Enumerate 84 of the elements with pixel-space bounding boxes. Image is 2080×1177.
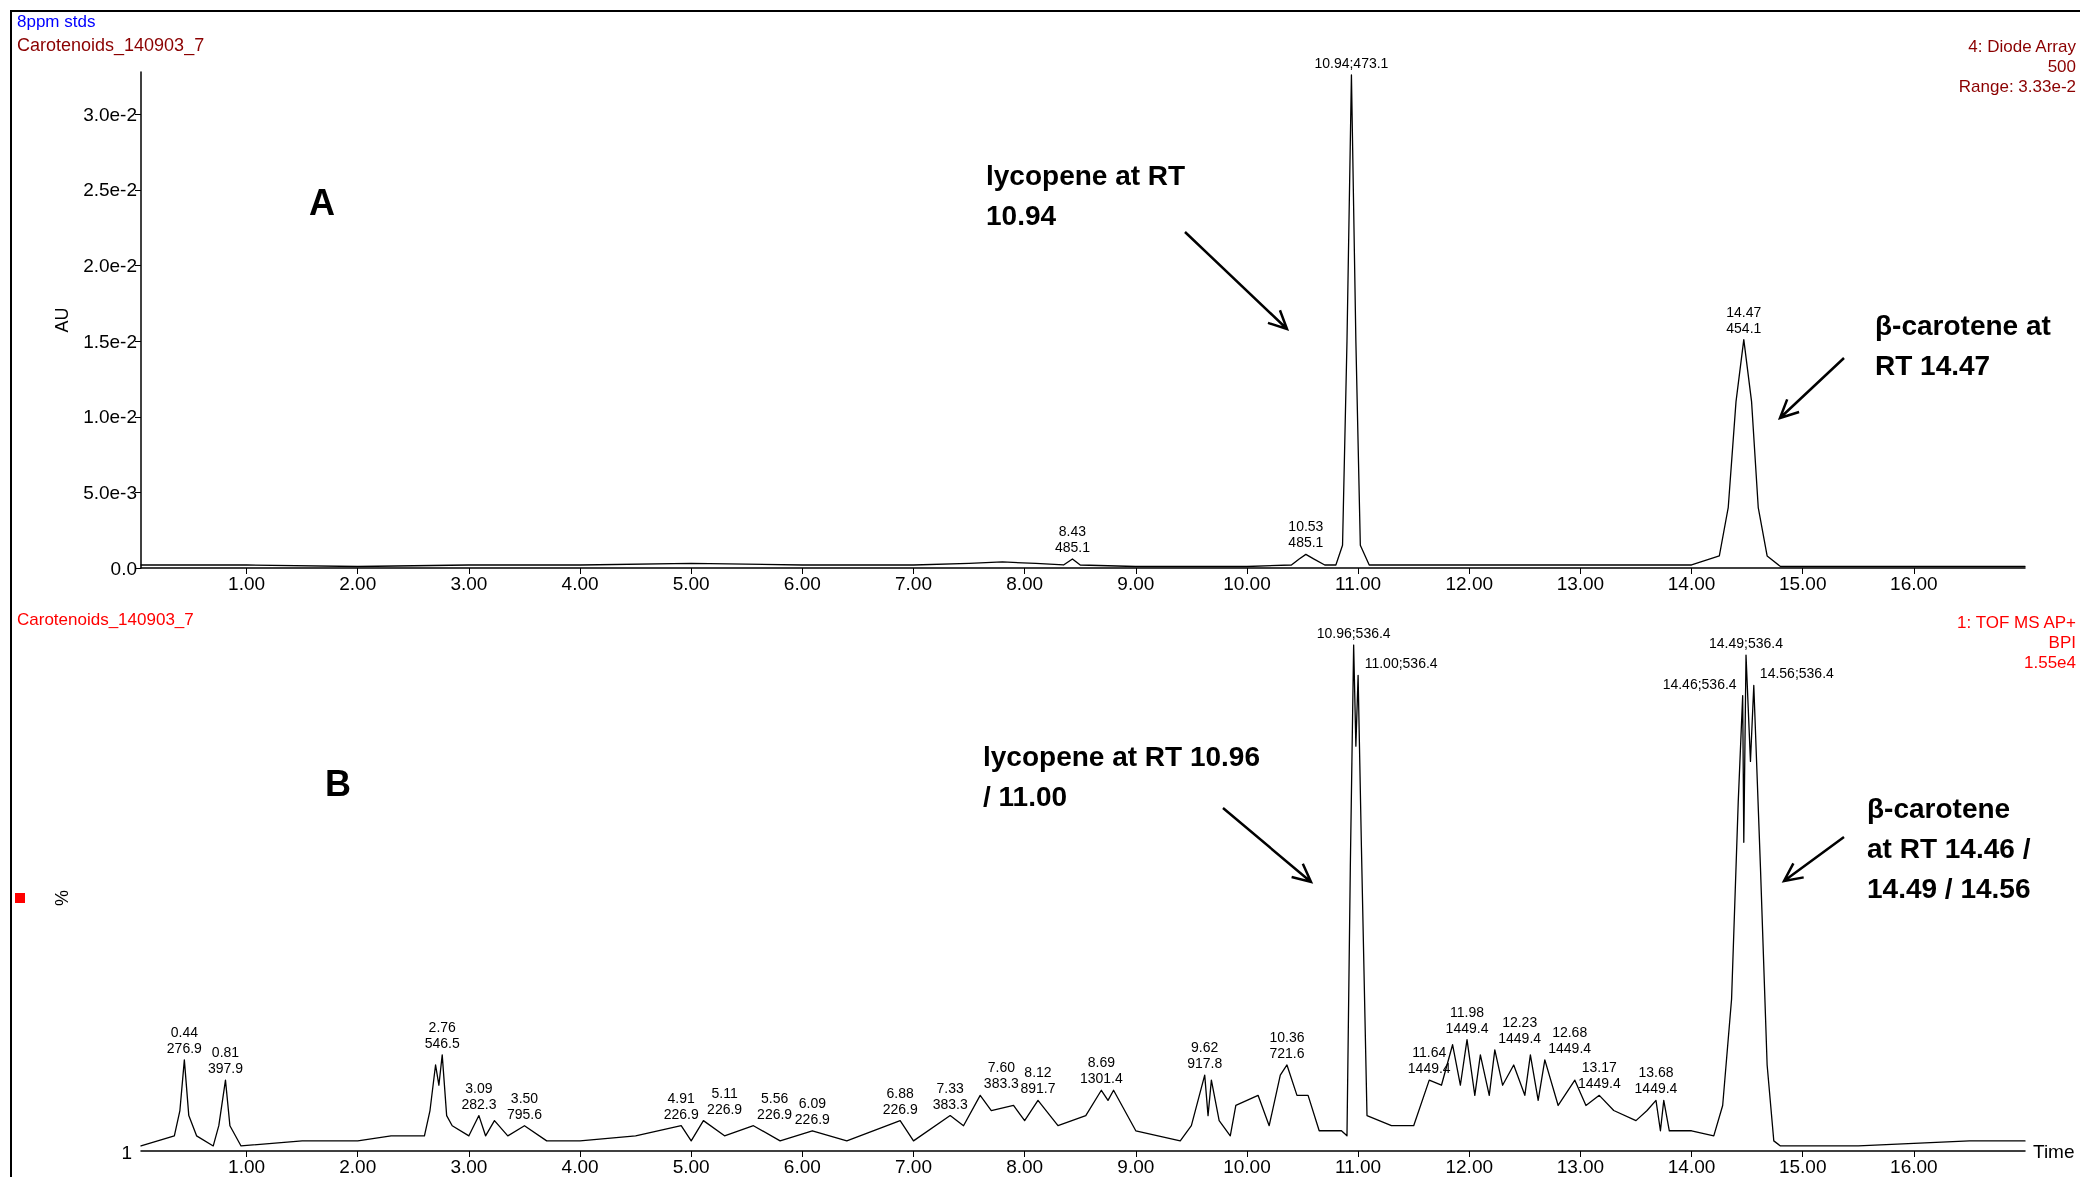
y-tick-label: 1.0e-2	[83, 406, 137, 428]
annotation: 7.60 383.3	[983, 1059, 1020, 1092]
annotation: 8.69 1301.4	[1079, 1054, 1123, 1087]
annotation: 11.98 1449.4	[1445, 1003, 1489, 1036]
annotation: 12.68 1449.4	[1548, 1023, 1592, 1056]
x-tick-label: 4.00	[561, 573, 599, 594]
x-tick-label: 6.00	[783, 573, 821, 594]
y-tick-label: 2.5e-2	[83, 179, 137, 201]
x-tick-label: 10.00	[1223, 1156, 1271, 1177]
x-tick-label: 6.00	[783, 1156, 821, 1177]
x-tick-label: 11.00	[1335, 1156, 1382, 1177]
annotation: A	[309, 181, 335, 223]
annotation: 11.00;536.4	[1364, 655, 1438, 672]
x-tick-label: 12.00	[1445, 573, 1494, 594]
annotation: 14.47 454.1	[1726, 303, 1762, 336]
annotation: 10.36 721.6	[1269, 1028, 1305, 1061]
annotation: 6.88 226.9	[882, 1084, 918, 1117]
annotation: 3.50 795.6	[506, 1089, 543, 1122]
x-tick-label: 11.00	[1335, 573, 1382, 594]
annotation: 7.33 383.3	[932, 1079, 968, 1112]
x-tick-label: 5.00	[672, 573, 710, 594]
chart-title: 8ppm stds	[17, 12, 96, 31]
x-tick-label: 12.00	[1445, 1156, 1494, 1177]
annotation: 13.17 1449.4	[1577, 1059, 1621, 1092]
annotation: β-carotene at RT 14.46 / 14.49 / 14.56	[1867, 792, 2031, 904]
x-tick-label: 14.00	[1667, 1156, 1716, 1177]
x-tick-label: 15.00	[1778, 1156, 1827, 1177]
x-tick-label: 7.00	[895, 573, 932, 594]
annotation: 14.56;536.4	[1759, 665, 1835, 682]
annotation: 6.09 226.9	[794, 1094, 831, 1127]
annotation: 14.46;536.4	[1662, 675, 1737, 692]
x-tick-label: 3.00	[450, 573, 488, 594]
x-tick-label: 4.00	[561, 1156, 599, 1177]
annotation: 12.23 1449.4	[1498, 1013, 1542, 1046]
x-tick-label: 8.00	[1006, 573, 1044, 594]
y-tick-label: 3.0e-2	[83, 103, 137, 125]
x-tick-label: 9.00	[1117, 573, 1155, 594]
y-axis-title: %	[52, 889, 72, 907]
annotation: 10.94;473.1	[1314, 55, 1389, 72]
x-tick-label: 3.00	[450, 1156, 488, 1177]
annotation: 3.09 282.3	[461, 1079, 497, 1112]
annotation: 13.68 1449.4	[1634, 1064, 1678, 1097]
annotation: 5.11 226.9	[707, 1084, 743, 1117]
y-tick-label: 1.5e-2	[83, 330, 137, 352]
y-axis-title: AU	[52, 307, 72, 333]
x-tick-label: 15.00	[1778, 573, 1827, 594]
x-tick-label: 2.00	[339, 573, 377, 594]
annotation: lycopene at RT 10.96 / 11.00	[983, 740, 1261, 812]
y-tick-label: 5.0e-3	[83, 481, 137, 503]
annotation: 10.96;536.4	[1316, 625, 1391, 641]
annotation: 1: TOF MS AP+ BPI 1.55e4	[1957, 612, 2077, 672]
annotation: 9.62 917.8	[1187, 1039, 1223, 1072]
annotation: lycopene at RT 10.94	[986, 159, 1186, 231]
chart-subtitle: Carotenoids_140903_7	[17, 35, 205, 56]
y-tick-label: 0.0	[110, 557, 137, 579]
x-tick-label: 9.00	[1117, 1156, 1155, 1177]
annotation: 4.91 226.9	[663, 1089, 699, 1122]
annotation: 2.76 546.5	[424, 1018, 460, 1051]
annotation: β-carotene at RT 14.47	[1875, 309, 2051, 381]
y-tick-label: 2.0e-2	[83, 255, 137, 277]
x-tick-label: 7.00	[895, 1156, 932, 1177]
x-tick-label: 10.00	[1223, 573, 1271, 594]
annotation: 8.43 485.1	[1054, 522, 1091, 555]
x-axis-title: Time	[2033, 1140, 2075, 1162]
x-tick-label: 16.00	[1890, 1156, 1938, 1177]
annotation: B	[325, 762, 351, 804]
x-tick-label: 13.00	[1556, 573, 1605, 594]
x-tick-label: 8.00	[1006, 1156, 1044, 1177]
annotation: 4: Diode Array 500 Range: 3.33e-2	[1958, 36, 2077, 96]
annotation: 0.81 397.9	[207, 1044, 244, 1077]
chart-title: Carotenoids_140903_7	[17, 610, 194, 629]
x-tick-label: 13.00	[1556, 1156, 1605, 1177]
annotation: 8.12 891.7	[1020, 1064, 1056, 1097]
x-tick-label: 1.00	[228, 573, 266, 594]
x-tick-label: 2.00	[339, 1156, 377, 1177]
text: 1	[121, 1141, 132, 1163]
x-tick-label: 16.00	[1890, 573, 1938, 594]
x-tick-label: 5.00	[672, 1156, 710, 1177]
x-tick-label: 1.00	[228, 1156, 266, 1177]
annotation: 14.49;536.4	[1709, 635, 1784, 652]
annotation: 10.53 485.1	[1288, 518, 1324, 551]
x-tick-label: 14.00	[1667, 573, 1716, 594]
annotation: 5.56 226.9	[757, 1089, 793, 1122]
annotation: 0.44 276.9	[166, 1023, 203, 1056]
